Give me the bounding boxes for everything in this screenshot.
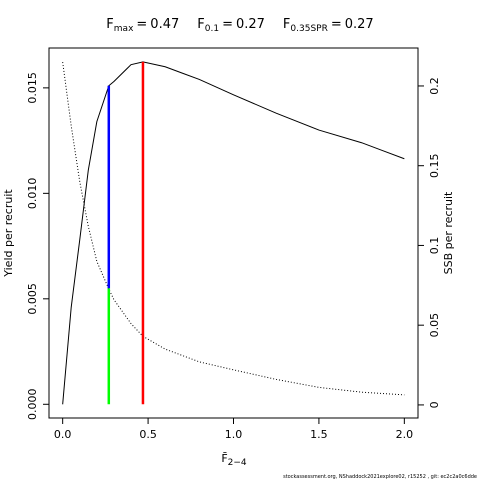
y2-axis-label: SSB per recruit xyxy=(442,191,455,274)
title-value: 0.47 xyxy=(150,17,179,32)
chart-title: Fmax = 0.47 F0.1 = 0.27 F0.35SPR = 0.27 xyxy=(106,17,373,34)
y2-tick-label: 0.15 xyxy=(428,153,441,178)
x-tick-label: 1.0 xyxy=(225,428,243,441)
title-value: 0.27 xyxy=(236,17,265,32)
title-operator: = xyxy=(136,17,147,32)
x-tick-label: 1.5 xyxy=(310,428,328,441)
y2-tick-label: 0.1 xyxy=(428,237,441,255)
y2-tick-label: 0 xyxy=(428,401,441,408)
y-tick-label: 0.010 xyxy=(26,178,39,210)
title-subscript: 0.35SPR xyxy=(290,24,327,34)
title-symbol: F xyxy=(106,17,113,32)
x-label-subscript: 2−4 xyxy=(228,458,247,468)
series-line xyxy=(62,61,405,405)
y-axis-label: Yield per recruit xyxy=(2,189,15,278)
y2-tick-label: 0.05 xyxy=(428,313,441,338)
plot-box xyxy=(48,47,419,419)
title-operator: = xyxy=(331,17,342,32)
x-axis-label: F̄2−4 xyxy=(221,452,247,468)
y-tick-label: 0.000 xyxy=(26,389,39,421)
y-tick-label: 0.015 xyxy=(26,72,39,104)
x-tick-label: 0.5 xyxy=(139,428,157,441)
title-subscript: max xyxy=(114,24,134,34)
series-line xyxy=(62,61,405,396)
y2-tick-label: 0.2 xyxy=(428,77,441,95)
footer: stockassessment.org, NShaddock2021explor… xyxy=(283,474,477,480)
title-symbol: F xyxy=(197,17,204,32)
title-value: 0.27 xyxy=(345,17,374,32)
x-tick-label: 2.0 xyxy=(396,428,414,441)
title-operator: = xyxy=(222,17,233,32)
x-label-symbol: F̄ xyxy=(221,452,227,465)
y-tick-label: 0.005 xyxy=(26,283,39,315)
title-subscript: 0.1 xyxy=(205,24,219,34)
title-symbol: F xyxy=(283,17,290,32)
x-tick-label: 0.0 xyxy=(54,428,72,441)
